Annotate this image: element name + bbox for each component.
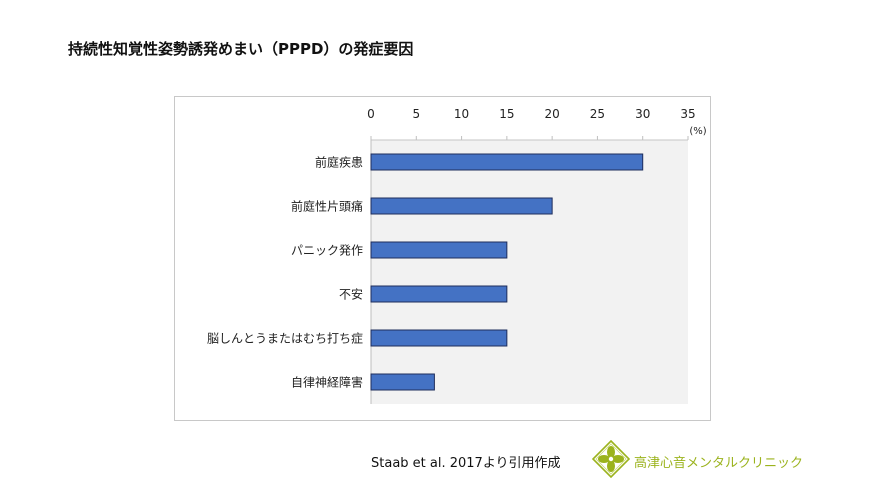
category-label: 前庭性片頭痛 bbox=[291, 199, 363, 214]
bar bbox=[370, 285, 508, 303]
unit-label: (%) bbox=[689, 126, 706, 137]
bar bbox=[370, 197, 553, 215]
category-label: 自律神経障害 bbox=[291, 375, 363, 390]
x-tick-label: 15 bbox=[499, 107, 514, 121]
chart-title: 持続性知覚性姿勢誘発めまい（PPPD）の発症要因 bbox=[68, 40, 414, 58]
plot-area bbox=[371, 140, 688, 404]
x-tick-label: 0 bbox=[367, 107, 375, 121]
bar bbox=[370, 373, 435, 391]
bar bbox=[370, 329, 508, 347]
x-tick-label: 10 bbox=[454, 107, 469, 121]
source-citation: Staab et al. 2017より引用作成 bbox=[371, 456, 561, 471]
x-tick-label: 5 bbox=[412, 107, 420, 121]
x-tick-label: 35 bbox=[680, 107, 695, 121]
category-label: 脳しんとうまたはむち打ち症 bbox=[207, 331, 363, 346]
clinic-name: 高津心音メンタルクリニック bbox=[634, 456, 804, 471]
category-label: 不安 bbox=[339, 287, 363, 302]
category-label: パニック発作 bbox=[291, 244, 363, 258]
clover-logo-icon bbox=[592, 440, 630, 478]
bar bbox=[370, 153, 644, 171]
x-tick-label: 25 bbox=[590, 107, 605, 121]
bar bbox=[370, 241, 508, 259]
x-tick-label: 30 bbox=[635, 107, 650, 121]
x-tick-label: 20 bbox=[545, 107, 560, 121]
category-label: 前庭疾患 bbox=[315, 155, 363, 170]
